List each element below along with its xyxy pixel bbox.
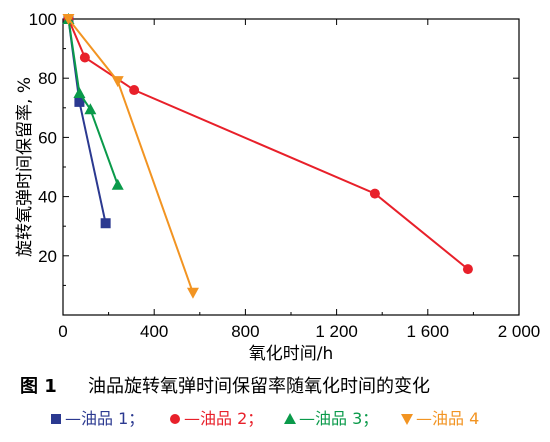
data-point: [73, 87, 86, 98]
series-layer: [62, 13, 473, 299]
x-axis-title: 氧化时间/h: [249, 344, 334, 364]
legend-label: —油品 1；: [65, 409, 144, 428]
series-line: [67, 18, 469, 270]
legend-marker: [170, 414, 180, 424]
legend-item: —油品 4: [401, 409, 479, 428]
legend-marker: [401, 414, 413, 425]
legend-item: —油品 2；: [170, 409, 263, 428]
caption-text: 油品旋转氧弹时间保留率随氧化时间的变化: [88, 376, 430, 397]
y-axis-title: 旋转氧弹时间保留率, %: [15, 77, 35, 257]
legend-marker: [51, 414, 61, 424]
series-4: [62, 14, 199, 299]
legend-marker: [284, 413, 296, 424]
x-tick-label: 1 600: [407, 322, 450, 341]
caption-label: 图 1: [20, 376, 57, 397]
legend: —油品 1； —油品 2； —油品 3； —油品 4: [51, 409, 479, 428]
x-tick-label: 800: [231, 322, 259, 341]
legend-label: —油品 3；: [299, 409, 378, 428]
series-line: [67, 18, 107, 224]
data-point: [100, 218, 111, 229]
legend-item: —油品 1；: [51, 409, 144, 428]
data-point: [74, 96, 85, 107]
x-tick-label: 0: [58, 322, 67, 341]
plot-frame: [62, 18, 520, 316]
legend-label: —油品 4: [416, 409, 479, 428]
data-point: [84, 103, 97, 115]
y-tick-label: 20: [38, 247, 57, 266]
series-1: [63, 14, 111, 229]
axes: 0 400 800 1 200 1 600 2 000 20 40 60 80 100: [29, 10, 541, 341]
legend-item: —油品 3；: [284, 409, 378, 428]
data-point: [186, 287, 199, 299]
data-point: [369, 188, 380, 199]
data-point: [129, 85, 140, 96]
data-point: [79, 52, 90, 63]
x-tick-label: 1 200: [315, 322, 358, 341]
data-point: [462, 264, 473, 275]
series-2: [63, 14, 473, 275]
x-tick-label: 400: [140, 322, 168, 341]
x-tick-label: 2 000: [498, 322, 541, 341]
y-tick-label: 80: [38, 69, 57, 88]
data-point: [111, 76, 124, 88]
y-tick-label: 60: [38, 128, 57, 147]
data-point: [111, 178, 124, 190]
y-tick-label: 40: [38, 188, 57, 207]
series-line: [67, 18, 119, 186]
figure-caption: 图 1 油品旋转氧弹时间保留率随氧化时间的变化: [20, 376, 430, 397]
y-tick-label: 100: [29, 10, 57, 29]
legend-label: —油品 2；: [184, 409, 263, 428]
data-point: [62, 14, 75, 25]
